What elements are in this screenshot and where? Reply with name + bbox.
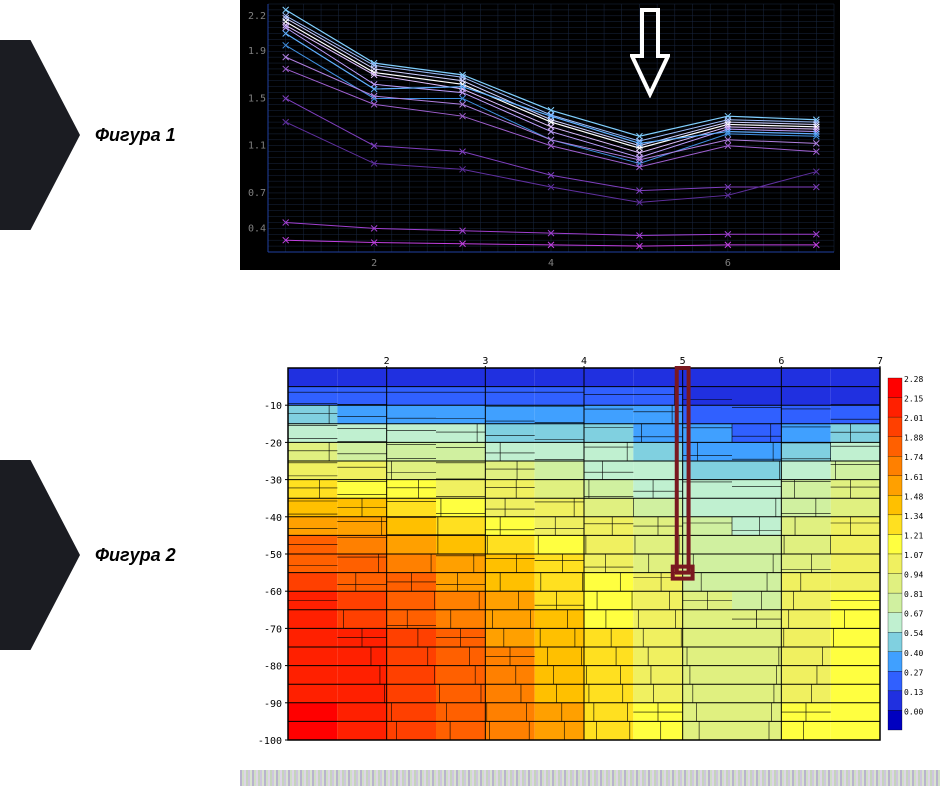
- svg-text:3: 3: [482, 356, 488, 367]
- svg-text:2.28: 2.28: [904, 375, 923, 384]
- figure1-label-block: Фигура 1: [0, 40, 220, 230]
- svg-text:-60: -60: [264, 587, 282, 598]
- svg-text:-40: -40: [264, 513, 282, 524]
- svg-text:1.21: 1.21: [904, 531, 923, 540]
- pentagon-shape-2: [0, 460, 80, 650]
- svg-text:-20: -20: [264, 438, 282, 449]
- svg-text:2: 2: [371, 258, 377, 269]
- svg-text:5: 5: [680, 356, 686, 367]
- svg-text:-100: -100: [258, 736, 282, 747]
- pentagon-shape-1: [0, 40, 80, 230]
- svg-text:0.81: 0.81: [904, 590, 923, 599]
- svg-text:1.34: 1.34: [904, 512, 923, 521]
- svg-text:1.9: 1.9: [248, 46, 266, 57]
- svg-text:0.7: 0.7: [248, 188, 266, 199]
- svg-text:1.5: 1.5: [248, 93, 266, 104]
- svg-text:6: 6: [725, 258, 731, 269]
- svg-text:7: 7: [877, 356, 883, 367]
- svg-text:4: 4: [581, 356, 587, 367]
- svg-text:1.1: 1.1: [248, 141, 266, 152]
- figure2-svg: 2 3 4 5 6 7 -10 -20 -30 -40 -50 -60 -70 -80 -90 -100 2.2…: [240, 350, 940, 750]
- figure1-label: Фигура 1: [95, 125, 176, 146]
- svg-text:1.07: 1.07: [904, 551, 923, 560]
- svg-text:0.54: 0.54: [904, 629, 923, 638]
- noise-strip: [240, 770, 940, 786]
- figure1-svg: 2 4 6 0.4 0.7 1.1 1.5 1.9 2.2: [240, 0, 840, 270]
- svg-text:-90: -90: [264, 699, 282, 710]
- svg-text:-30: -30: [264, 476, 282, 487]
- svg-text:1.61: 1.61: [904, 473, 923, 482]
- svg-text:-10: -10: [264, 401, 282, 412]
- figure2-label: Фигура 2: [95, 545, 176, 566]
- svg-text:-70: -70: [264, 624, 282, 635]
- svg-text:0.27: 0.27: [904, 668, 923, 677]
- svg-text:-80: -80: [264, 662, 282, 673]
- svg-text:0.94: 0.94: [904, 571, 923, 580]
- figure1-line-chart: 2 4 6 0.4 0.7 1.1 1.5 1.9 2.2: [240, 0, 840, 270]
- svg-text:4: 4: [548, 258, 554, 269]
- svg-text:1.74: 1.74: [904, 453, 923, 462]
- svg-text:2.01: 2.01: [904, 414, 923, 423]
- figure2-label-block: Фигура 2: [0, 460, 220, 650]
- svg-text:1.48: 1.48: [904, 492, 923, 501]
- svg-text:0.40: 0.40: [904, 649, 923, 658]
- svg-text:0.4: 0.4: [248, 223, 266, 234]
- svg-text:6: 6: [778, 356, 784, 367]
- figure2-contour-chart: 2 3 4 5 6 7 -10 -20 -30 -40 -50 -60 -70 -80 -90 -100 2.2…: [240, 350, 940, 750]
- svg-text:0.13: 0.13: [904, 688, 923, 697]
- down-arrow-icon: [630, 8, 670, 98]
- svg-text:2.15: 2.15: [904, 395, 923, 404]
- svg-text:-50: -50: [264, 550, 282, 561]
- svg-text:2.2: 2.2: [248, 11, 266, 22]
- svg-text:2: 2: [384, 356, 390, 367]
- svg-text:1.88: 1.88: [904, 434, 923, 443]
- svg-text:0.00: 0.00: [904, 707, 923, 716]
- svg-text:0.67: 0.67: [904, 610, 923, 619]
